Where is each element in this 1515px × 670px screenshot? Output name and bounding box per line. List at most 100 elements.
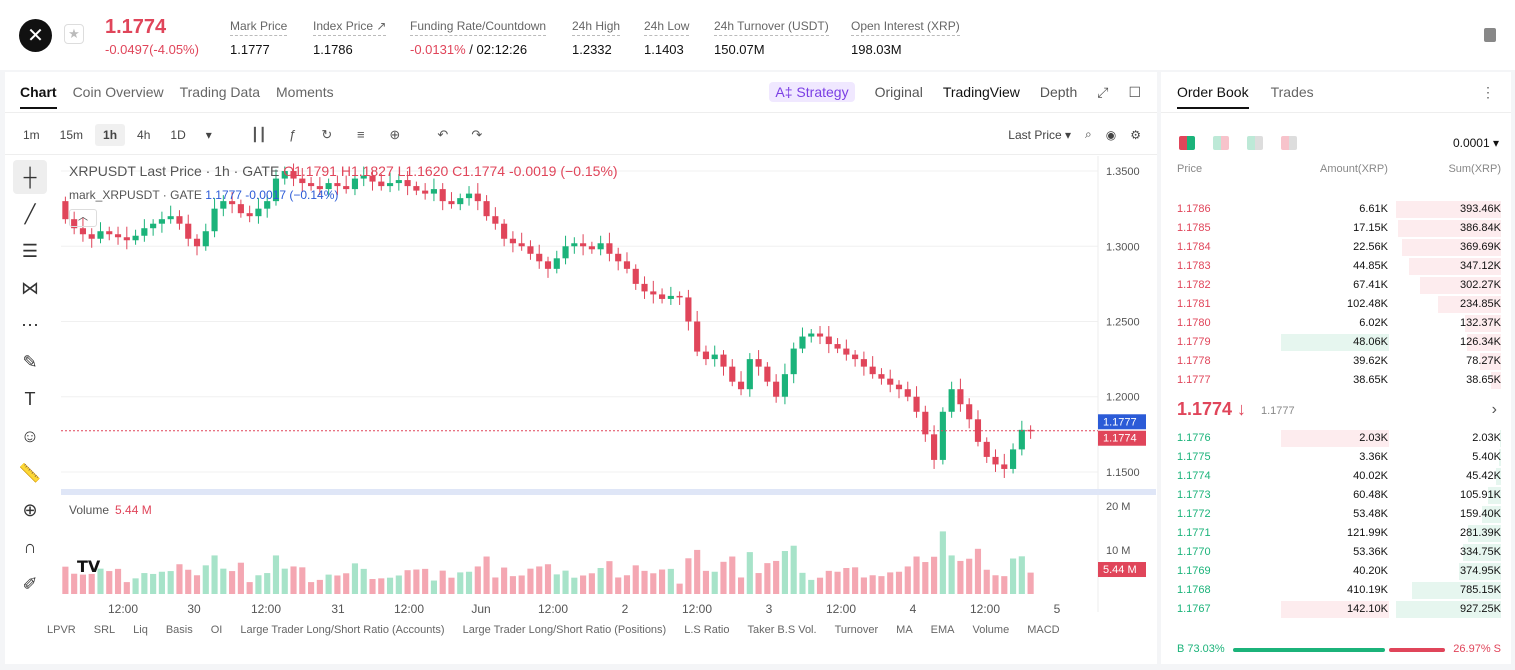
ask-row[interactable]: 1.1778 39.62K 78.27K (1161, 352, 1511, 371)
bid-row[interactable]: 1.1775 3.36K 5.40K (1161, 448, 1511, 467)
indicator-taker-b-s-vol-[interactable]: Taker B.S Vol. (747, 624, 817, 636)
indicator-ema[interactable]: EMA (930, 624, 955, 636)
bid-row[interactable]: 1.1774 40.02K 45.42K (1161, 467, 1511, 486)
mode-split-icon[interactable] (1213, 136, 1229, 150)
timeframe-1m[interactable]: 1m (23, 128, 40, 142)
bid-amount: 2.03K (1359, 432, 1388, 444)
trendline-icon[interactable]: ╱ (24, 204, 36, 224)
refresh-icon[interactable]: ↻ (321, 127, 333, 142)
text-tool-icon[interactable]: T (24, 389, 36, 409)
indicators-icon[interactable]: ƒ (289, 127, 297, 142)
tab-coin-overview[interactable]: Coin Overview (72, 84, 164, 100)
tab-moments[interactable]: Moments (276, 84, 334, 100)
ruler-icon[interactable]: 📏 (18, 463, 42, 483)
tab-trading-data[interactable]: Trading Data (179, 84, 261, 100)
strategy-button[interactable]: A‡ Strategy (769, 82, 855, 102)
gear-icon[interactable]: ⚙ (1130, 127, 1141, 142)
candle-type-icon[interactable]: ┃┃ (250, 127, 267, 142)
ask-row[interactable]: 1.1781 102.48K 234.85K (1161, 295, 1511, 314)
candle-body (966, 404, 973, 420)
indicator-lpvr[interactable]: LPVR (47, 624, 76, 636)
candle-body (913, 396, 920, 412)
timeframe-1d[interactable]: 1D (170, 128, 186, 142)
mode-bids-icon[interactable] (1247, 136, 1263, 150)
indicator-large-trader-long-short-ratio-positions-[interactable]: Large Trader Long/Short Ratio (Positions… (462, 624, 667, 636)
ask-row[interactable]: 1.1783 44.85K 347.12K (1161, 257, 1511, 276)
indicator-large-trader-long-short-ratio-accounts-[interactable]: Large Trader Long/Short Ratio (Accounts) (240, 624, 445, 636)
indicator-liq[interactable]: Liq (133, 624, 148, 636)
indicator-ma[interactable]: MA (896, 624, 913, 636)
crosshair-icon[interactable]: ┼ (13, 160, 47, 194)
brush-icon[interactable]: ✎ (22, 352, 38, 372)
tab-order-book[interactable]: Order Book (1177, 84, 1249, 109)
volume-bar (816, 577, 824, 594)
expand-icon[interactable]: ⤢ (1097, 83, 1109, 100)
timeframe-1h[interactable]: 1h (95, 124, 126, 146)
book-icon[interactable] (1484, 28, 1496, 42)
indicator-basis[interactable]: Basis (165, 624, 193, 636)
indicator-macd[interactable]: MACD (1027, 624, 1060, 636)
tab-chart[interactable]: Chart (20, 84, 57, 109)
indicator-srl[interactable]: SRL (93, 624, 116, 636)
volume-bar (711, 571, 718, 594)
timeframe-15m[interactable]: 15m (59, 128, 84, 142)
emoji-icon[interactable]: ☺ (20, 426, 40, 446)
tab-tradingview[interactable]: TradingView (942, 84, 1020, 100)
magnet-icon[interactable]: ∩ (23, 537, 37, 557)
stat-label[interactable]: Index Price ↗ (313, 19, 387, 36)
volume-bar (185, 569, 192, 594)
undo-icon[interactable]: ↶ (437, 127, 449, 142)
candle-body (632, 268, 639, 284)
timeframe-4h[interactable]: 4h (137, 128, 151, 142)
window-icon[interactable]: ☐ (1128, 83, 1141, 100)
pattern-icon[interactable]: ⋈ (21, 278, 39, 298)
price-type-select[interactable]: Last Price ▾ (1008, 127, 1072, 142)
ask-row[interactable]: 1.1779 48.06K 126.34K (1161, 333, 1511, 352)
chevron-right-icon[interactable]: › (1491, 401, 1497, 418)
collapse-legend-icon[interactable]: ︿ (69, 209, 97, 227)
list-icon[interactable]: ≡ (356, 127, 365, 142)
indicator-volume[interactable]: Volume (972, 624, 1010, 636)
pencil-icon[interactable]: ✐ (22, 574, 38, 594)
bid-row[interactable]: 1.1773 60.48K 105.91K (1161, 486, 1511, 505)
ask-row[interactable]: 1.1786 6.61K 393.46K (1161, 200, 1511, 219)
search-icon[interactable]: ⌕ (1085, 127, 1092, 141)
ask-row[interactable]: 1.1784 22.56K 369.69K (1161, 238, 1511, 257)
zoom-in-icon[interactable]: ⊕ (22, 500, 38, 520)
fib-icon[interactable]: ⋯ (21, 315, 39, 335)
ask-row[interactable]: 1.1780 6.02K 132.37K (1161, 314, 1511, 333)
bid-amount: 53.48K (1353, 508, 1388, 520)
favorite-star-icon[interactable]: ★ (64, 24, 84, 44)
stat-label[interactable]: Open Interest (XRP) (851, 19, 960, 36)
mode-both-icon[interactable] (1179, 136, 1195, 150)
mode-asks-icon[interactable] (1281, 136, 1297, 150)
bid-sum: 105.91K (1460, 489, 1501, 501)
candle-body (737, 381, 745, 390)
add-indicator-icon[interactable]: ⊕ (389, 127, 401, 142)
bid-row[interactable]: 1.1768 410.19K 785.15K (1161, 581, 1511, 600)
bid-row[interactable]: 1.1776 2.03K 2.03K (1161, 429, 1511, 448)
timeframe-dropdown-icon[interactable]: ▾ (205, 128, 212, 142)
bid-row[interactable]: 1.1770 53.36K 334.75K (1161, 543, 1511, 562)
ask-row[interactable]: 1.1777 38.65K 38.65K (1161, 371, 1511, 390)
indicator-turnover[interactable]: Turnover (834, 624, 879, 636)
camera-icon[interactable]: ◉ (1105, 127, 1117, 142)
bid-row[interactable]: 1.1771 121.99K 281.39K (1161, 524, 1511, 543)
more-icon[interactable]: ⋮ (1481, 84, 1495, 100)
price-chart[interactable]: 1.3500 1.3000 1.2500 1.2000 1.1500 1.1777 1.17… (5, 72, 1157, 664)
tab-original[interactable]: Original (874, 84, 923, 100)
ask-row[interactable]: 1.1782 67.41K 302.27K (1161, 276, 1511, 295)
stat-label[interactable]: Funding Rate/Countdown (410, 19, 547, 36)
redo-icon[interactable]: ↷ (471, 127, 483, 142)
tab-depth[interactable]: Depth (1039, 84, 1078, 100)
stat-label[interactable]: Mark Price (230, 19, 288, 36)
bid-row[interactable]: 1.1767 142.10K 927.25K (1161, 600, 1511, 619)
ask-row[interactable]: 1.1785 17.15K 386.84K (1161, 219, 1511, 238)
bid-row[interactable]: 1.1769 40.20K 374.95K (1161, 562, 1511, 581)
precision-select[interactable]: 0.0001 ▾ (1452, 136, 1499, 150)
horizontal-lines-icon[interactable]: ☰ (21, 241, 39, 261)
indicator-l-s-ratio[interactable]: L.S Ratio (684, 624, 730, 636)
indicator-oi[interactable]: OI (210, 624, 223, 636)
tab-trades[interactable]: Trades (1270, 84, 1314, 100)
bid-row[interactable]: 1.1772 53.48K 159.40K (1161, 505, 1511, 524)
